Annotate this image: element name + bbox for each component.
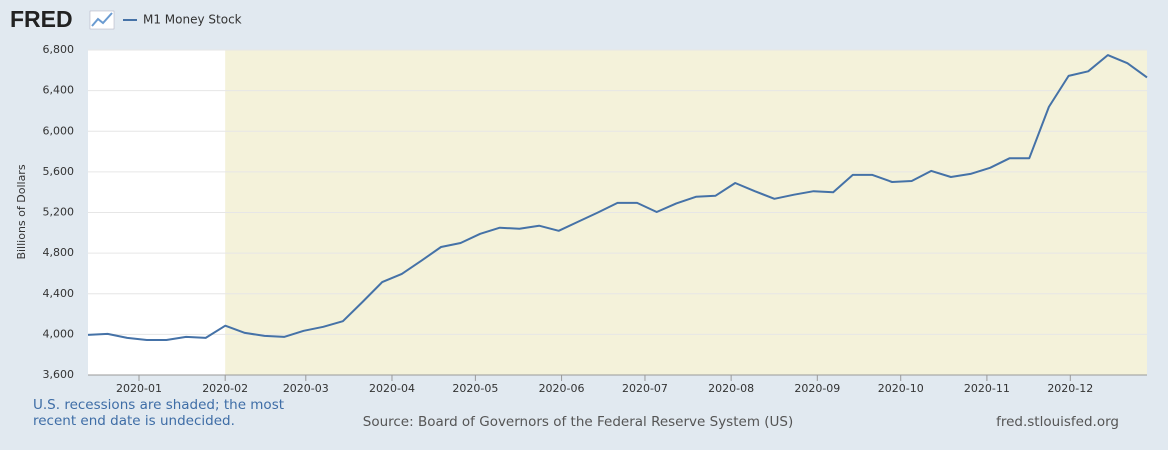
x-tick-label: 2020-05 (452, 382, 498, 395)
x-tick-label: 2020-09 (794, 382, 840, 395)
legend-label: M1 Money Stock (143, 13, 242, 27)
recession-note: U.S. recessions are shaded; the most rec… (33, 397, 285, 429)
logo-icon (89, 10, 115, 30)
y-tick-label: 4,000 (43, 327, 75, 340)
x-tick-label: 2020-04 (369, 382, 415, 395)
site: fred.stlouisfed.org (996, 414, 1119, 430)
logo: FRED (10, 6, 73, 32)
x-tick-label: 2020-01 (116, 382, 162, 395)
y-tick-label: 5,200 (43, 206, 75, 219)
x-tick-label: 2020-03 (283, 382, 329, 395)
y-tick-label: 6,800 (43, 43, 75, 56)
y-tick-label: 6,400 (43, 84, 75, 97)
x-tick-label: 2020-02 (202, 382, 248, 395)
x-tick-label: 2020-12 (1047, 382, 1093, 395)
x-tick-label: 2020-11 (964, 382, 1010, 395)
y-tick-label: 6,000 (43, 124, 75, 137)
y-tick-label: 4,400 (43, 287, 75, 300)
x-tick-label: 2020-08 (708, 382, 754, 395)
x-tick-label: 2020-07 (622, 382, 668, 395)
x-tick-label: 2020-06 (539, 382, 585, 395)
y-tick-label: 3,600 (43, 368, 75, 381)
x-tick-label: 2020-10 (878, 382, 924, 395)
y-tick-label: 5,600 (43, 165, 75, 178)
y-axis-label: Billions of Dollars (15, 164, 28, 259)
source: Source: Board of Governors of the Federa… (363, 414, 794, 430)
data-line (87, 54, 1148, 341)
y-tick-label: 4,800 (43, 246, 75, 259)
